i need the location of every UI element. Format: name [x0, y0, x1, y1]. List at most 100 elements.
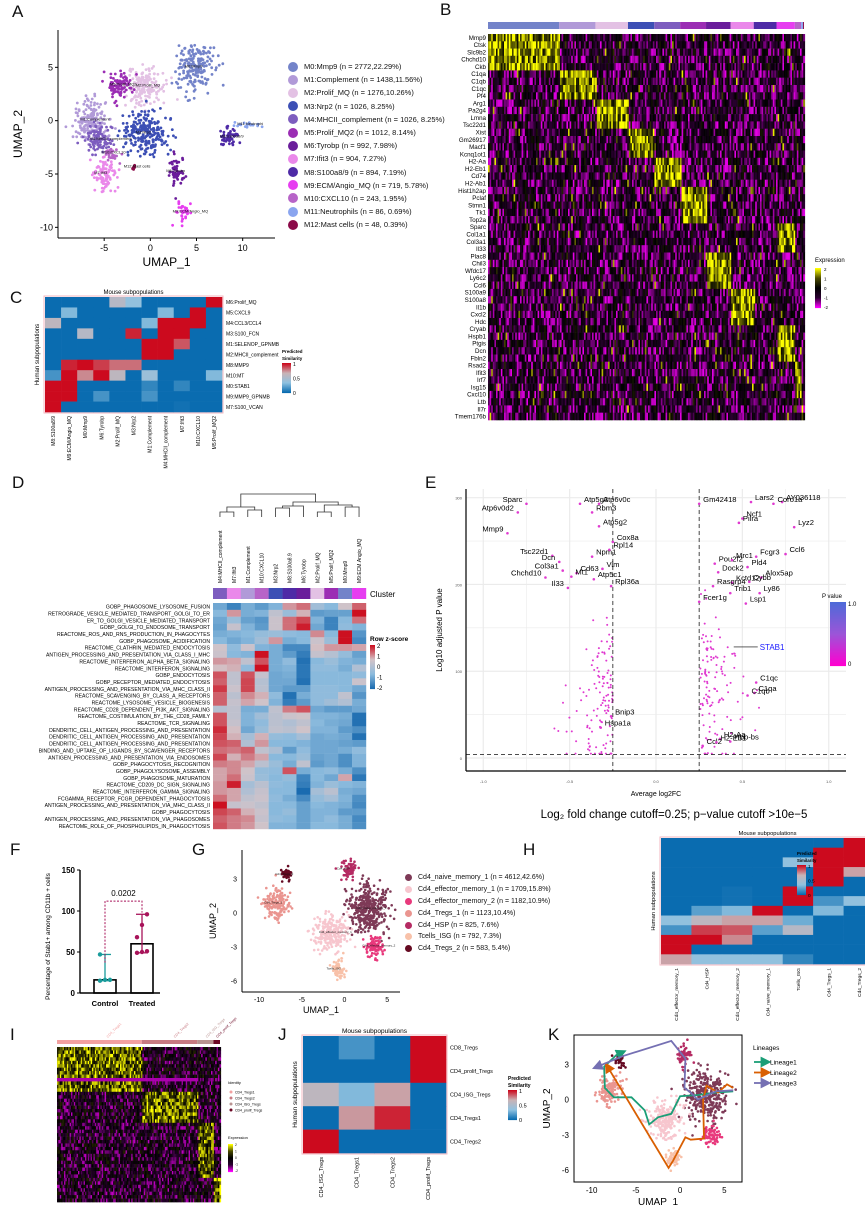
heatmap-cell [784, 114, 786, 122]
legend-swatch [288, 127, 298, 138]
heatmap-cell [724, 70, 727, 78]
heatmap-cell [537, 99, 540, 108]
umap-point [239, 123, 242, 126]
heatmap-cell [625, 85, 628, 93]
heatmap-cell [617, 77, 620, 86]
heatmap-cell [532, 128, 535, 137]
heatmap-cell [580, 34, 583, 42]
heatmap-cell [745, 55, 748, 64]
heatmap-cell [729, 48, 732, 57]
umap-point [193, 64, 197, 68]
heatmap-cell [720, 114, 722, 122]
heatmap-cell [680, 136, 682, 144]
heatmap-cell [776, 150, 778, 159]
umap-point [86, 137, 90, 141]
heatmap-cell [595, 128, 598, 137]
umap-point [199, 71, 203, 75]
heatmap-cell [531, 48, 534, 57]
umap-point [99, 111, 102, 115]
heatmap-cell [675, 121, 678, 129]
heatmap-cell [505, 157, 508, 166]
heatmap-cell [515, 41, 518, 49]
heatmap-cell [643, 55, 646, 64]
heatmap-cell [643, 77, 646, 86]
heatmap-cell [577, 77, 580, 86]
heatmap-cell [641, 99, 644, 108]
heatmap-cell [540, 41, 543, 49]
legend-item: M6:Tyrobp (n = 992, 7.98%) [288, 139, 445, 152]
heatmap-cell [724, 150, 727, 159]
heatmap-cell [734, 92, 737, 100]
heatmap-cell [777, 143, 780, 151]
heatmap-cell [769, 85, 772, 93]
heatmap-cell [668, 157, 671, 166]
heatmap-cell [776, 92, 778, 100]
heatmap-cell [576, 77, 578, 86]
heatmap-cell [777, 150, 780, 159]
heatmap-cell [627, 114, 630, 122]
heatmap-cell [716, 157, 719, 166]
heatmap-cell [558, 55, 561, 64]
heatmap-cell [489, 114, 492, 122]
heatmap-cell [555, 157, 558, 166]
heatmap-cell [523, 136, 526, 144]
heatmap-cell [761, 99, 764, 108]
heatmap-cell [766, 136, 769, 144]
heatmap-cell [622, 106, 625, 115]
heatmap-cell [721, 77, 724, 86]
heatmap-cell [512, 106, 514, 115]
heatmap-cell [755, 114, 758, 122]
heatmap-cell [779, 92, 782, 100]
heatmap-cell [652, 77, 655, 86]
heatmap-cell [564, 143, 567, 151]
heatmap-cell [577, 114, 580, 122]
umap-point [134, 85, 138, 89]
heatmap-cell [779, 34, 782, 42]
heatmap-cell [734, 136, 737, 144]
heatmap-cell [489, 99, 492, 108]
heatmap-cell [513, 92, 516, 100]
heatmap-cell [512, 136, 514, 144]
heatmap-cell [500, 157, 503, 166]
heatmap-cell [548, 114, 551, 122]
heatmap-cell [763, 63, 766, 71]
heatmap-cell [795, 85, 798, 93]
umap-point [122, 95, 126, 99]
heatmap-cell [716, 121, 719, 129]
umap-point [141, 134, 145, 138]
heatmap-cell [761, 128, 764, 137]
heatmap-cell [556, 77, 559, 86]
heatmap-cell [601, 106, 604, 115]
heatmap-cell [558, 99, 561, 108]
heatmap-cell [544, 70, 546, 78]
heatmap-cell [721, 55, 724, 64]
heatmap-cell [584, 106, 586, 115]
heatmap-cell [766, 92, 769, 100]
heatmap-cell [675, 77, 678, 86]
heatmap-cell [721, 92, 724, 100]
umap-point [232, 124, 236, 127]
heatmap-cell [548, 77, 551, 86]
heatmap-cell [563, 143, 566, 151]
heatmap-cell [748, 77, 751, 86]
umap-point [135, 98, 138, 102]
umap-point [121, 122, 125, 125]
heatmap-cell [638, 70, 641, 78]
heatmap-cell [579, 136, 582, 144]
heatmap-cell [646, 143, 649, 151]
umap-point [120, 152, 124, 156]
umap-point [119, 69, 122, 73]
heatmap-cell [699, 63, 702, 71]
heatmap-cell [702, 92, 705, 100]
heatmap-cell [584, 70, 586, 78]
heatmap-cell [740, 85, 743, 93]
umap-point [183, 47, 187, 50]
heatmap-cell [556, 136, 559, 144]
heatmap-cell [526, 34, 529, 42]
heatmap-cell [547, 99, 550, 108]
heatmap-cell [755, 34, 758, 42]
heatmap-cell [625, 63, 628, 71]
heatmap-cell [566, 41, 569, 49]
heatmap-cell [529, 128, 532, 137]
heatmap-cell [528, 150, 530, 159]
